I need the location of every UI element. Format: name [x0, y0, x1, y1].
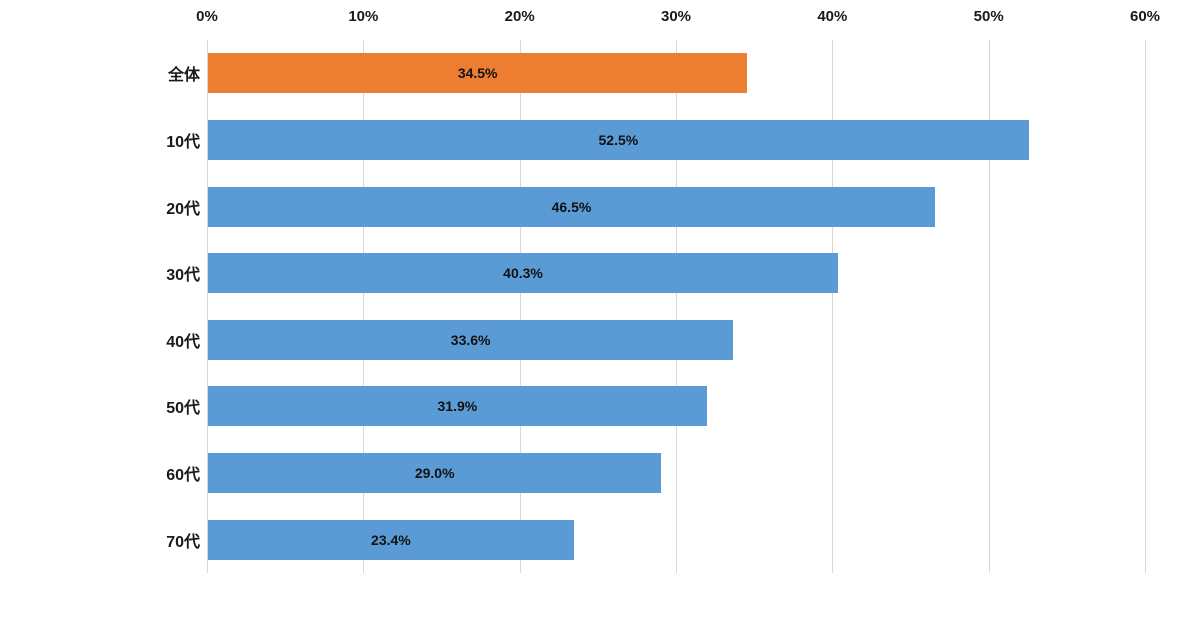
bar-value-label: 52.5%	[598, 131, 639, 148]
bar: 23.4%	[208, 519, 574, 560]
bar: 46.5%	[208, 186, 935, 227]
x-axis-tick-label: 50%	[973, 8, 1004, 25]
bar-value-label: 34.5%	[457, 65, 498, 82]
bar-value-label: 23.4%	[371, 531, 411, 548]
x-axis-tick-label: 30%	[660, 8, 692, 25]
bar-value-label: 40.3%	[503, 265, 543, 282]
gridline	[207, 40, 208, 573]
x-axis-tick-label: 20%	[504, 8, 535, 25]
category-label: 60代	[166, 467, 200, 485]
gridline	[676, 40, 677, 573]
bar-value-label: 29.0%	[414, 465, 455, 482]
bar: 33.6%	[208, 319, 734, 360]
bar-value-label: 33.6%	[450, 331, 491, 348]
category-label: 30代	[166, 267, 200, 285]
category-label: 70代	[166, 533, 200, 551]
bar-value-label: 31.9%	[437, 398, 478, 415]
bar: 31.9%	[208, 386, 707, 427]
category-label: 40代	[166, 333, 200, 351]
category-label: 10代	[166, 133, 200, 151]
category-label: 50代	[166, 400, 200, 418]
bar: 29.0%	[208, 453, 662, 494]
bar-value-label: 46.5%	[551, 198, 592, 215]
gridline	[519, 40, 521, 573]
x-axis-tick-label: 40%	[817, 8, 848, 25]
gridline	[988, 40, 990, 573]
gridline	[363, 40, 365, 573]
x-axis-tick-label: 60%	[1129, 8, 1161, 25]
category-label: 20代	[166, 200, 200, 218]
bar: 40.3%	[208, 253, 839, 294]
bar: 52.5%	[208, 119, 1029, 160]
x-axis-tick-label: 0%	[196, 8, 218, 25]
category-label: 全体	[167, 67, 200, 85]
x-axis-tick-label: 10%	[348, 8, 379, 25]
gridline	[1145, 40, 1146, 573]
gridline	[832, 40, 834, 573]
bar: 34.5%	[208, 53, 748, 94]
